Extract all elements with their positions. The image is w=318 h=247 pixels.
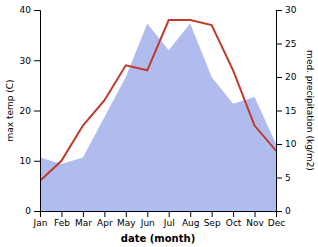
tick-label: 10 <box>285 139 297 149</box>
tick: 0 <box>276 206 291 216</box>
tick-label: Jun <box>140 218 155 228</box>
tick-mark <box>34 111 40 112</box>
tick-mark <box>34 161 40 162</box>
tick: 0 <box>25 206 40 216</box>
tick-mark <box>276 10 282 11</box>
tick: 25 <box>276 39 296 49</box>
tick: 20 <box>20 106 40 116</box>
tick-label: 20 <box>285 72 297 82</box>
chart: JanFebMarAprMayJunJulAugSepOctNovDec0102… <box>0 0 318 247</box>
tick-label: Dec <box>268 218 285 228</box>
tick-label: Sep <box>204 218 221 228</box>
x-axis-title: date (month) <box>121 233 195 244</box>
tick: Sep <box>204 211 221 228</box>
tick-label: 5 <box>285 173 291 183</box>
axis-line <box>277 11 283 212</box>
y-axis-title: max temp (C) <box>5 79 15 141</box>
tick-mark <box>61 211 62 217</box>
tick-label: Oct <box>226 218 242 228</box>
tick-label: Feb <box>54 218 70 228</box>
tick-mark <box>276 77 282 78</box>
tick-label: 30 <box>285 5 297 15</box>
plot-area: JanFebMarAprMayJunJulAugSepOctNovDec0102… <box>20 5 297 228</box>
tick-mark <box>276 211 282 212</box>
y2-axis: 0 5 10 15 20 25 30 <box>276 5 297 216</box>
tick-mark <box>190 211 191 217</box>
tick-mark <box>34 60 40 61</box>
tick-mark <box>255 211 256 217</box>
tick-label: Aug <box>182 218 200 228</box>
tick-mark <box>83 211 84 217</box>
tick: Apr <box>97 211 113 228</box>
tick-mark <box>276 178 282 179</box>
axis-line <box>34 11 41 212</box>
x-axis: Jan Feb Mar Apr May Jun Jul Aug Sep Oct Nov Dec <box>33 211 286 228</box>
tick-label: 0 <box>285 206 291 216</box>
tick-mark <box>126 211 127 217</box>
tick-label: Jan <box>33 218 48 228</box>
tick-label: 15 <box>285 106 296 116</box>
tick-mark <box>169 211 170 217</box>
tick: Aug <box>182 211 200 228</box>
tick-mark <box>34 10 40 11</box>
tick-label: Apr <box>97 218 113 228</box>
tick-mark <box>276 144 282 145</box>
tick-label: 20 <box>20 106 32 116</box>
tick-mark <box>34 211 40 212</box>
tick: 5 <box>276 173 291 183</box>
tick-label: 30 <box>20 56 32 66</box>
y-axis: 0 10 20 30 40 <box>20 5 41 216</box>
tick: May <box>117 211 136 228</box>
area <box>40 23 276 211</box>
tick: 10 <box>20 156 40 166</box>
tick: 20 <box>276 72 297 82</box>
tick: Mar <box>75 211 92 228</box>
tick: Feb <box>54 211 70 228</box>
tick: 10 <box>276 139 297 149</box>
tick-label: Jul <box>163 218 175 228</box>
tick-mark <box>276 44 282 45</box>
tick-mark <box>104 211 105 217</box>
tick: 15 <box>276 106 296 116</box>
tick-label: Nov <box>246 218 264 228</box>
tick-label: May <box>117 218 136 228</box>
tick-label: Mar <box>75 218 92 228</box>
marks <box>40 20 276 211</box>
tick: 40 <box>20 5 40 15</box>
tick-label: 25 <box>285 39 296 49</box>
tick: 30 <box>20 56 40 66</box>
tick-label: 40 <box>20 5 32 15</box>
tick-mark <box>233 211 234 217</box>
line <box>40 20 276 181</box>
tick-mark <box>276 111 282 112</box>
tick: Nov <box>246 211 264 228</box>
tick: Jan <box>33 211 48 228</box>
tick: Oct <box>226 211 242 228</box>
axis-line <box>41 212 277 218</box>
tick: Jun <box>140 211 155 228</box>
y2-axis-title: med. precipitation (kg/m2) <box>305 50 315 171</box>
tick-label: 0 <box>25 206 31 216</box>
tick-mark <box>212 211 213 217</box>
tick: 30 <box>276 5 297 15</box>
tick: Jul <box>163 211 175 228</box>
tick-mark <box>147 211 148 217</box>
tick-label: 10 <box>20 156 32 166</box>
tick: Dec <box>268 211 285 228</box>
